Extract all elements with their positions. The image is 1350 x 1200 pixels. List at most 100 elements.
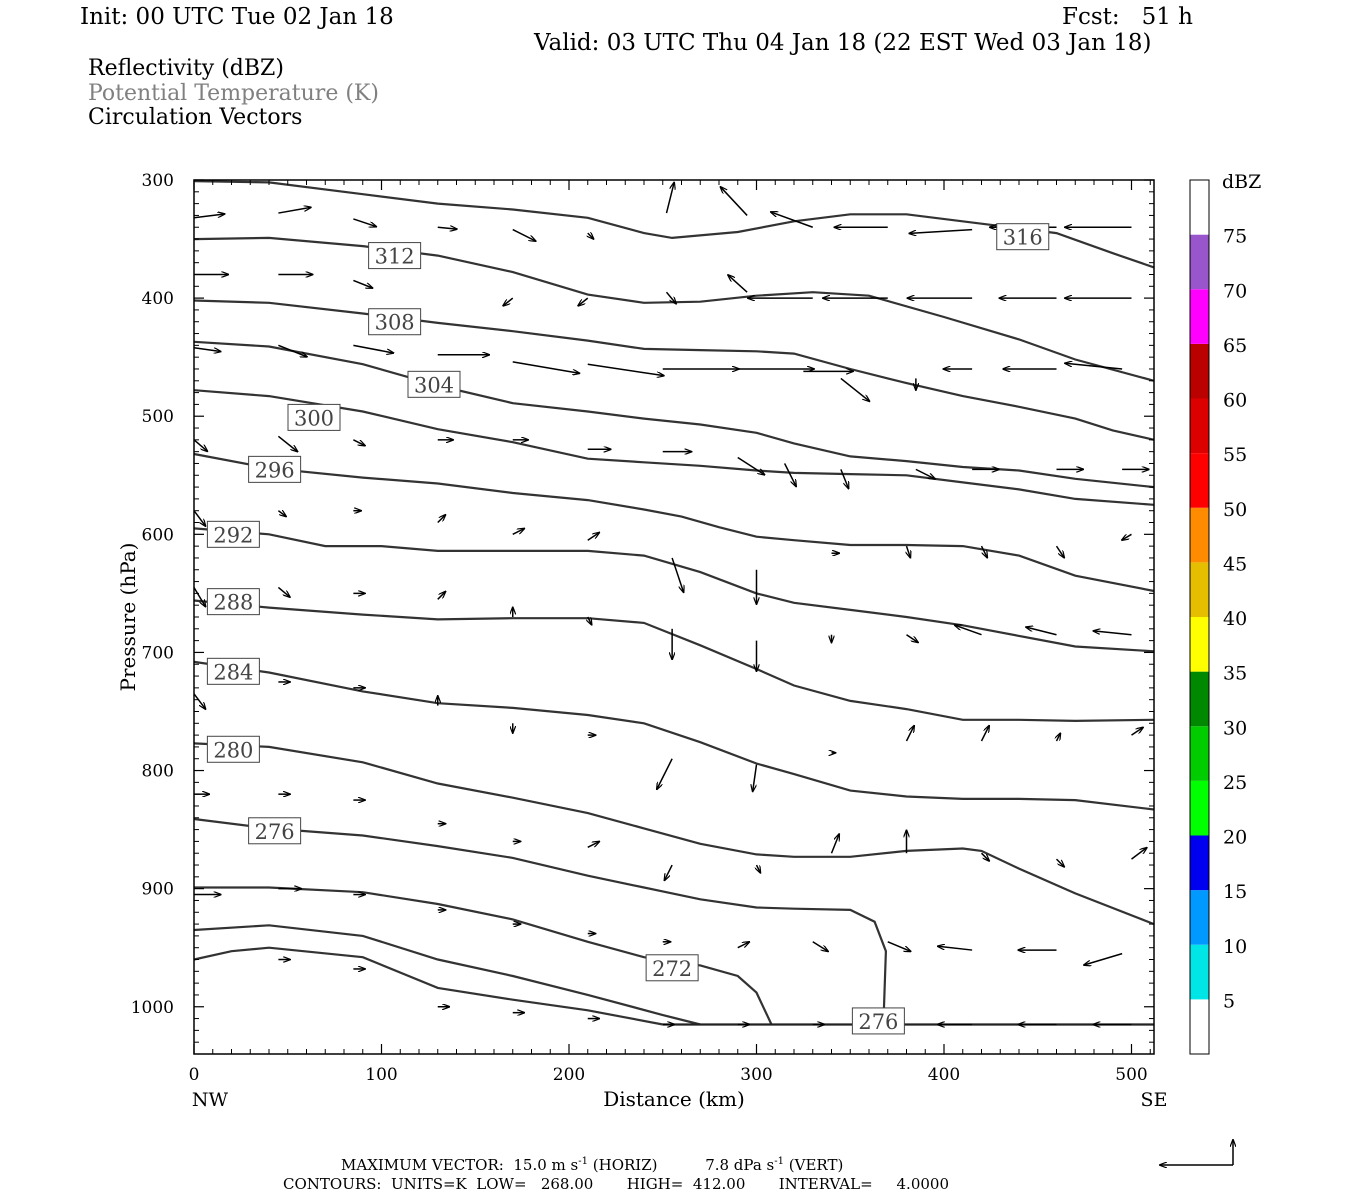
theta-contour-300 bbox=[193, 389, 1155, 506]
colorbar-level-label: 35 bbox=[1223, 663, 1247, 685]
wind-vector bbox=[512, 529, 524, 535]
colorbar-swatch bbox=[1190, 234, 1209, 290]
contour-label-box bbox=[996, 223, 1050, 251]
contour-label: 276 bbox=[255, 820, 295, 844]
colorbar-level-label: 65 bbox=[1223, 335, 1247, 357]
contour-label: 288 bbox=[213, 591, 253, 615]
contour-label: 308 bbox=[375, 311, 415, 335]
y-tick-label: 500 bbox=[142, 407, 174, 427]
wind-vector bbox=[728, 275, 748, 293]
wind-vector bbox=[771, 212, 814, 228]
colorbar-level-label: 40 bbox=[1223, 608, 1247, 630]
colorbar-swatch bbox=[1190, 999, 1209, 1054]
reference-vector bbox=[1160, 1140, 1233, 1165]
wind-vector bbox=[1055, 545, 1065, 557]
wind-vector bbox=[1055, 858, 1065, 867]
colorbar-level-label: 50 bbox=[1223, 499, 1247, 521]
colorbar-swatch bbox=[1190, 890, 1209, 945]
colorbar-level-label: 70 bbox=[1223, 280, 1247, 302]
theta-contour-264 bbox=[193, 946, 664, 1026]
x-end-label-right: SE bbox=[1141, 1089, 1168, 1111]
wind-vector bbox=[955, 625, 982, 636]
x-end-label-left: NW bbox=[192, 1089, 229, 1111]
wind-vector bbox=[587, 842, 599, 848]
wind-vector bbox=[437, 227, 457, 229]
y-tick-label: 600 bbox=[142, 525, 174, 545]
y-tick-label: 300 bbox=[142, 171, 174, 191]
wind-vector bbox=[1026, 627, 1057, 636]
init-time-label: Init: 00 UTC Tue 02 Jan 18 bbox=[80, 4, 394, 30]
wind-vector bbox=[193, 693, 205, 709]
wind-vector bbox=[587, 363, 664, 375]
contour-label: 284 bbox=[213, 660, 253, 684]
x-tick-label: 400 bbox=[928, 1065, 960, 1085]
wind-vector bbox=[587, 533, 599, 541]
contour-label-box bbox=[248, 455, 302, 483]
colorbar-swatch bbox=[1190, 507, 1209, 563]
wind-vector bbox=[278, 344, 307, 356]
y-axis-title: Pressure (hPa) bbox=[116, 543, 140, 692]
colorbar-swatch bbox=[1190, 562, 1209, 617]
theta-contour-276 bbox=[193, 817, 888, 1031]
wind-vector bbox=[721, 187, 748, 216]
contour-label-box bbox=[287, 403, 341, 431]
wind-vector bbox=[665, 183, 675, 214]
wind-vector bbox=[512, 361, 580, 373]
wind-vector bbox=[671, 557, 683, 592]
wind-vector bbox=[907, 545, 911, 557]
wind-vector bbox=[437, 592, 446, 600]
y-tick-label: 800 bbox=[142, 762, 174, 782]
contour-label: 304 bbox=[414, 373, 454, 397]
colorbar-level-label: 30 bbox=[1223, 717, 1247, 739]
contour-label: 300 bbox=[294, 406, 334, 430]
wind-vector bbox=[1084, 952, 1123, 965]
wind-vector bbox=[193, 346, 221, 352]
max-vector-footer: MAXIMUM VECTOR: 15.0 m s-1 (HORIZ) 7.8 d… bbox=[341, 1156, 844, 1174]
wind-vector bbox=[1131, 848, 1147, 860]
wind-vector bbox=[906, 634, 918, 643]
colorbar-level-label: 55 bbox=[1223, 444, 1247, 466]
contour-label: 272 bbox=[652, 957, 692, 981]
contour-label: 296 bbox=[255, 458, 295, 482]
wind-vector bbox=[737, 942, 749, 949]
wind-vector bbox=[353, 279, 372, 288]
axes: 300 400 500 600 700 800 900 1000 0 100 200 300 400 50… bbox=[116, 171, 1167, 1111]
colorbar-swatch bbox=[1190, 398, 1209, 454]
theta-contour-280 bbox=[193, 742, 1155, 926]
colorbar-level-label: 10 bbox=[1223, 936, 1247, 958]
wind-vector bbox=[503, 297, 514, 306]
contour-label-box bbox=[645, 954, 699, 982]
wind-vector bbox=[938, 946, 973, 951]
y-tick-label: 1000 bbox=[131, 998, 174, 1018]
contour-label: 280 bbox=[213, 738, 253, 762]
theta-contour-272 bbox=[194, 886, 773, 1025]
contour-label-box bbox=[368, 308, 422, 336]
x-tick-label: 500 bbox=[1115, 1065, 1147, 1085]
wind-vector bbox=[753, 764, 758, 792]
wind-vector bbox=[512, 228, 536, 241]
colorbar-swatch bbox=[1190, 453, 1209, 508]
circulation-vectors bbox=[193, 183, 1149, 1025]
wind-vector bbox=[353, 439, 364, 446]
theta-contours bbox=[193, 180, 1155, 1031]
wind-vector bbox=[980, 852, 990, 861]
wind-vector bbox=[812, 941, 828, 952]
contour-label-box bbox=[407, 370, 461, 398]
contour-label-box bbox=[206, 735, 260, 763]
wind-vector bbox=[830, 834, 840, 854]
wind-vector bbox=[665, 864, 673, 880]
wind-vector bbox=[277, 511, 286, 517]
wind-vector bbox=[905, 726, 915, 742]
wind-vector bbox=[277, 586, 289, 597]
theta-contour-288 bbox=[193, 599, 1155, 723]
wind-vector bbox=[353, 344, 393, 353]
colorbar-level-label: 15 bbox=[1223, 881, 1247, 903]
wind-vector bbox=[277, 435, 297, 451]
theta-contour-296 bbox=[193, 452, 1155, 593]
contour-label: 312 bbox=[375, 245, 415, 269]
wind-vector bbox=[657, 758, 673, 789]
colorbar-swatch bbox=[1190, 780, 1209, 836]
contours-footer: CONTOURS: UNITS=K LOW= 268.00 HIGH= 412.… bbox=[283, 1175, 949, 1193]
contour-label: 292 bbox=[213, 523, 253, 547]
